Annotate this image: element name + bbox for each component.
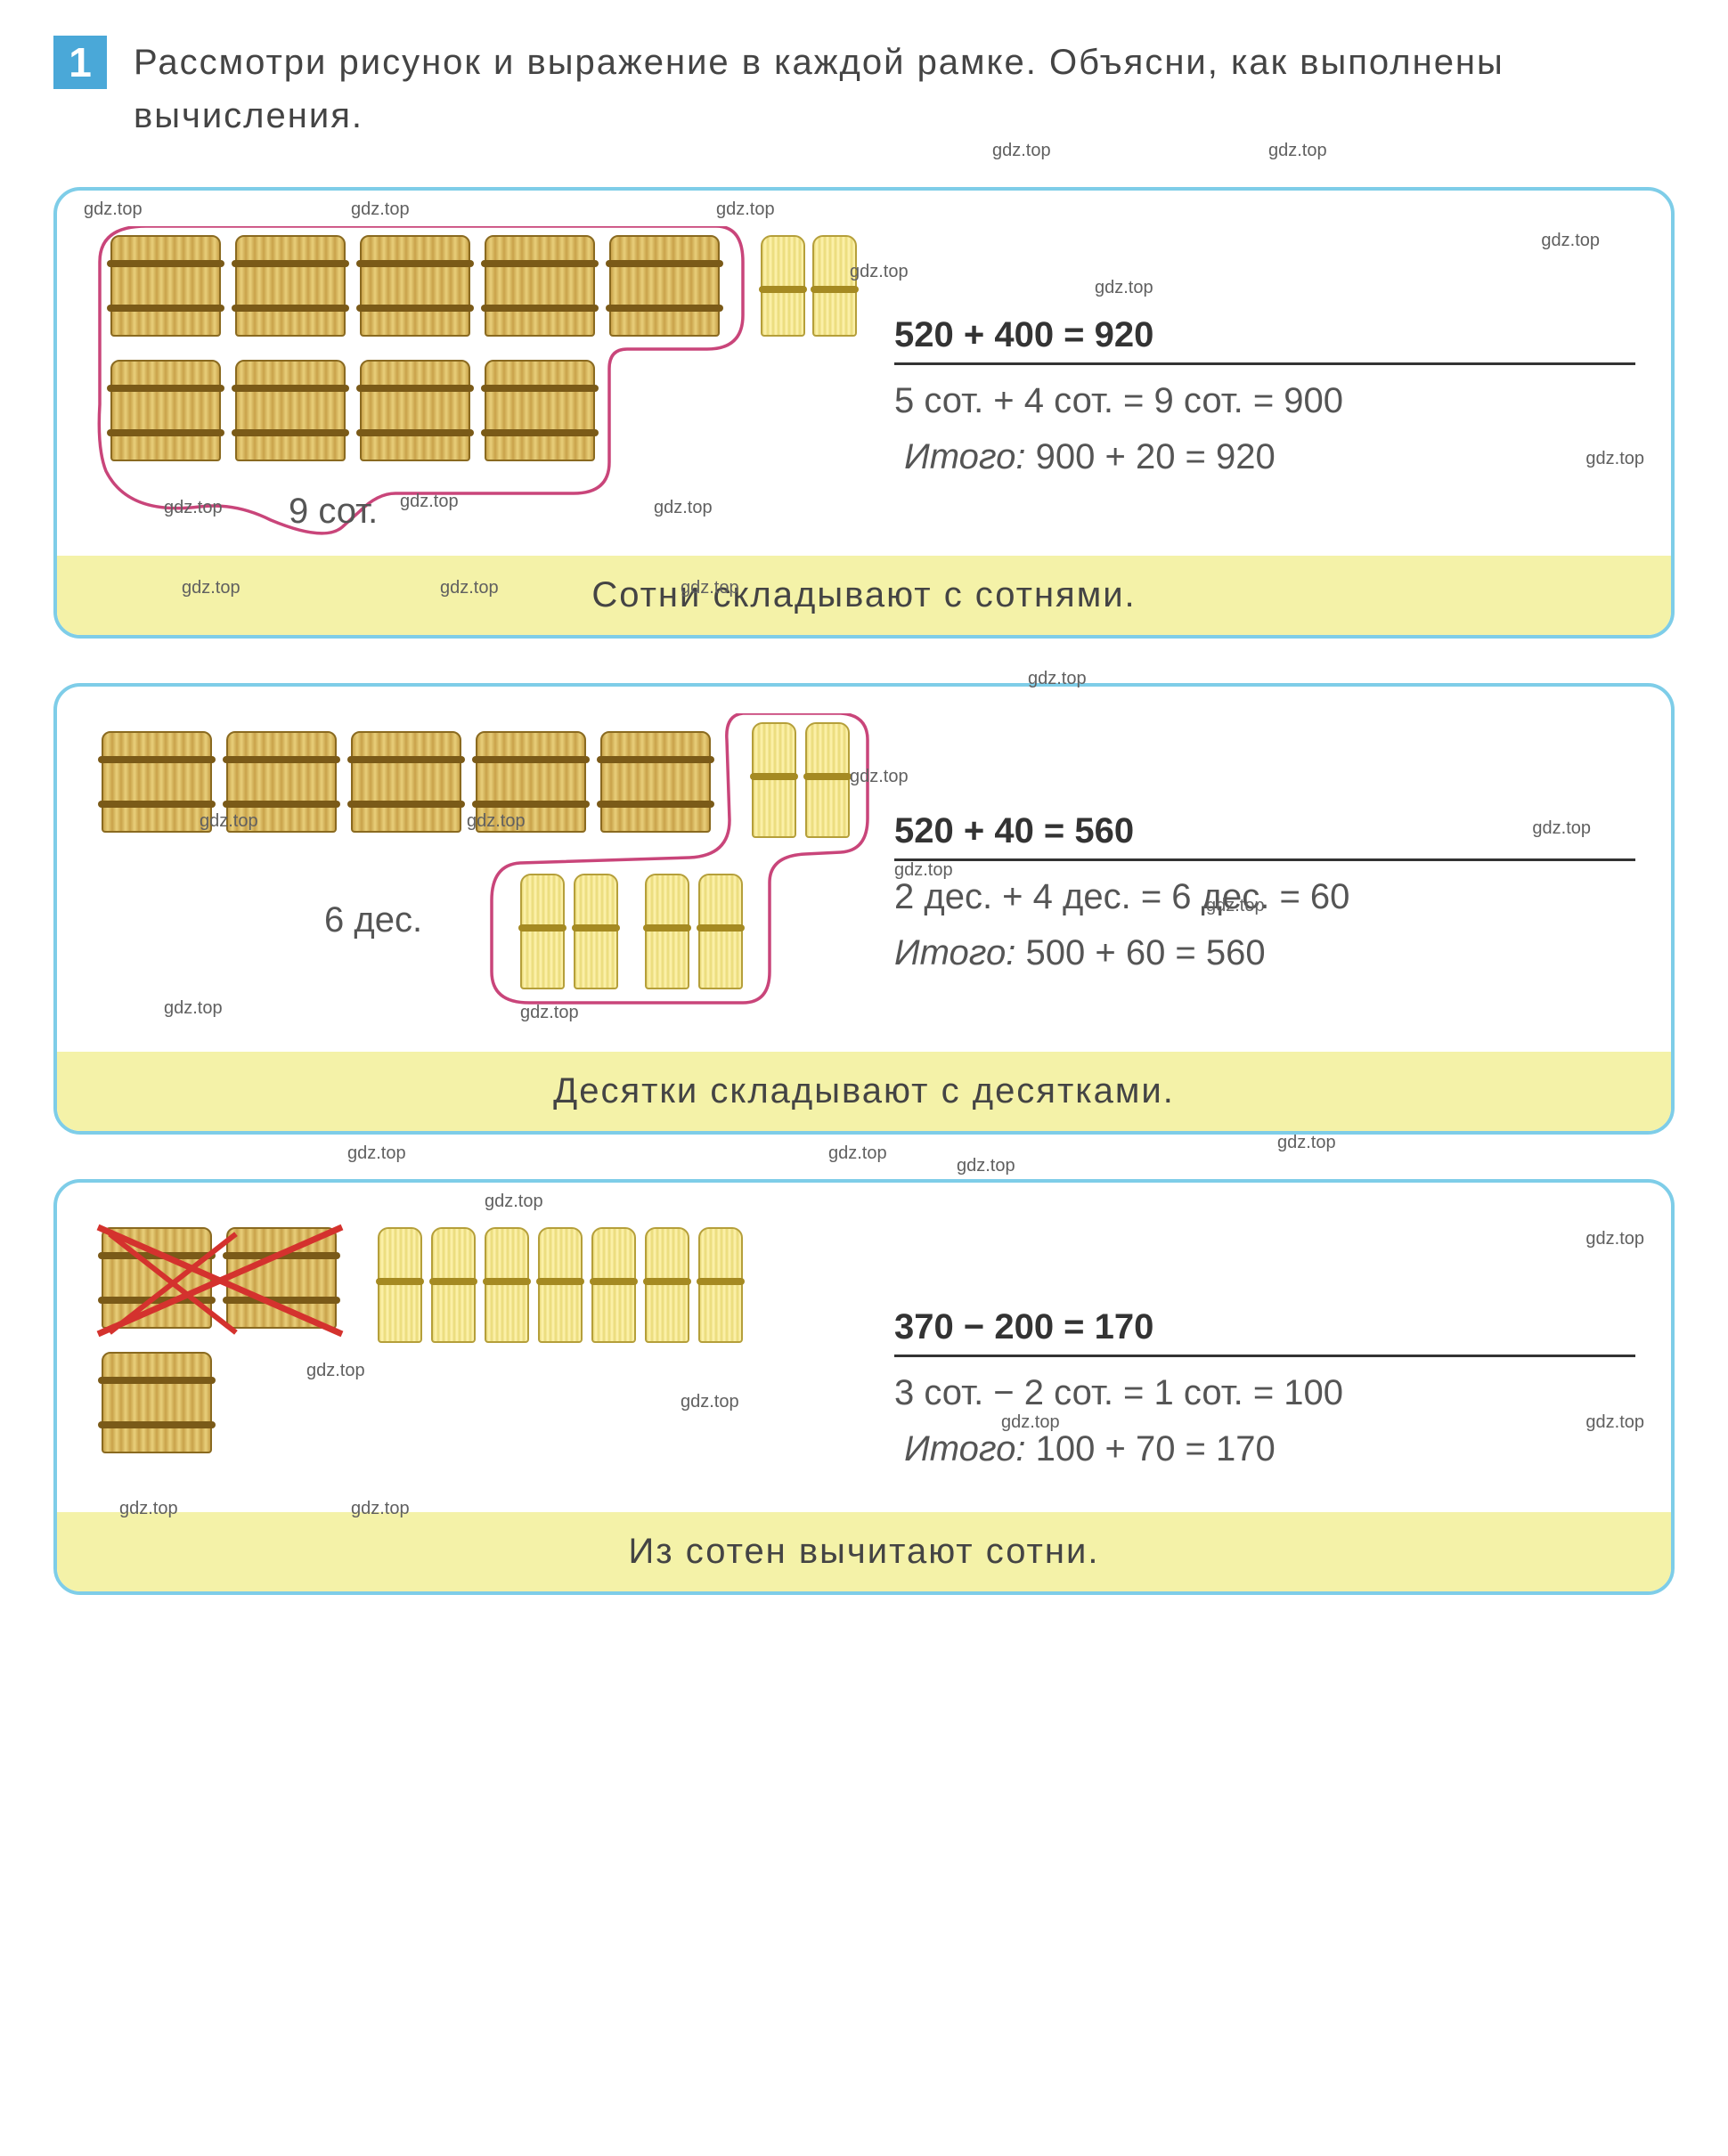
watermark: gdz.top <box>957 1156 1015 1176</box>
frame-3: gdz.top gdz.top gdz.top gdz.top gdz.top … <box>53 1179 1675 1595</box>
result-expr: 100 + 70 = 170 <box>1036 1429 1276 1469</box>
illustration-1: 9 сот. gdz.top gdz.top gdz.top gdz.top g… <box>93 226 859 529</box>
task-header: 1 Рассмотри рисунок и выражение в каждой… <box>53 36 1675 142</box>
group-outline <box>485 713 876 1016</box>
math-area-2: gdz.top 520 + 40 = 560 2 дес. + 4 дес. =… <box>894 722 1635 1025</box>
rule-bar-2: Десятки складывают с десятками. <box>57 1052 1671 1131</box>
result-expr: 500 + 60 = 560 <box>1026 933 1266 972</box>
result-label: Итого: <box>904 1429 1025 1469</box>
illustration-2: 6 дес. gdz.top gdz.top gdz.top gdz.top g… <box>93 722 859 1025</box>
equation-top: 370 − 200 = 170 <box>894 1307 1635 1347</box>
frame-2: 6 дес. gdz.top gdz.top gdz.top gdz.top g… <box>53 683 1675 1135</box>
group-outline <box>93 226 752 547</box>
rule-bar-3: Из сотен вычитают сотни. <box>57 1512 1671 1591</box>
watermark: gdz.top <box>1541 231 1600 251</box>
equation-mid: 2 дес. + 4 дес. = 6 дес. = 60 <box>894 877 1635 917</box>
watermark: gdz.top <box>1277 1133 1336 1153</box>
watermark: gdz.top <box>1585 1229 1644 1249</box>
task-text: Рассмотри рисунок и выражение в каждой р… <box>134 36 1675 142</box>
math-area-3: gdz.top gdz.top 370 − 200 = 170 gdz.top … <box>894 1218 1635 1485</box>
equation-top: 520 + 400 = 920 <box>894 315 1635 355</box>
illustration-3: gdz.top gdz.top gdz.top gdz.top gdz.top <box>93 1218 859 1485</box>
frame-1: 9 сот. gdz.top gdz.top gdz.top gdz.top g… <box>53 187 1675 639</box>
result-expr: 900 + 20 = 920 <box>1036 437 1276 476</box>
watermark: gdz.top <box>347 1143 406 1164</box>
watermark: gdz.top <box>1268 141 1327 161</box>
equation-top: 520 + 40 = 560 <box>894 811 1635 851</box>
result-label: Итого: <box>894 933 1015 972</box>
watermark: gdz.top <box>351 199 410 220</box>
rule-bar-1: Сотни складывают с сотнями. <box>57 556 1671 635</box>
watermark: gdz.top <box>84 199 143 220</box>
group-label-1: 9 сот. <box>289 492 378 532</box>
watermark: gdz.top <box>992 141 1051 161</box>
watermark: gdz.top <box>681 1392 739 1412</box>
watermark: gdz.top <box>306 1361 365 1381</box>
watermark: gdz.top <box>716 199 775 220</box>
watermark: gdz.top <box>1095 278 1153 298</box>
task-number-badge: 1 <box>53 36 107 89</box>
watermark: gdz.top <box>1028 669 1087 689</box>
group-label-2: 6 дес. <box>324 900 422 940</box>
watermark: gdz.top <box>828 1143 887 1164</box>
watermark: gdz.top <box>164 998 223 1019</box>
result-label: Итого: <box>904 437 1025 476</box>
watermark: gdz.top <box>485 1192 543 1212</box>
equation-mid: 3 сот. − 2 сот. = 1 сот. = 100 <box>894 1373 1635 1413</box>
math-area-1: gdz.top gdz.top 520 + 400 = 920 gdz.top … <box>894 226 1635 529</box>
equation-mid: 5 сот. + 4 сот. = 9 сот. = 900 <box>894 381 1635 421</box>
